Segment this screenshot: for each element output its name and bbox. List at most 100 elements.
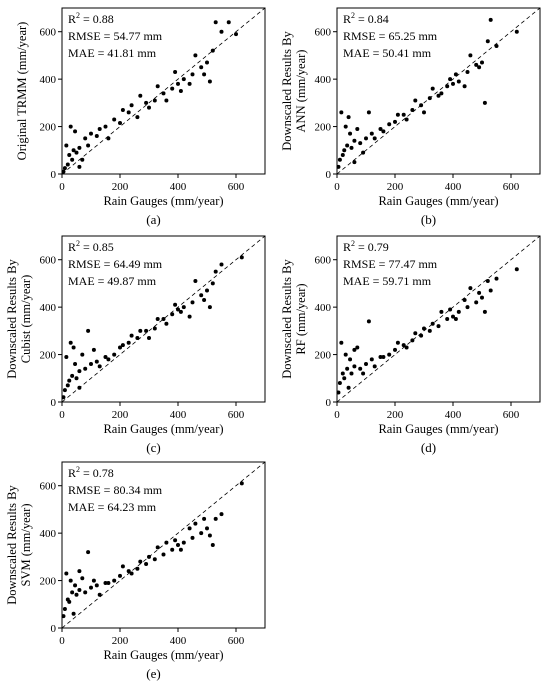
y-tick-label: 200 [315,122,332,134]
data-point [70,373,75,378]
scatter-panel-b: 0 200 400 600 0 200 400 600 Rain Gauges (mm/year… [280,7,541,227]
data-point [161,317,166,321]
data-point [361,150,366,155]
y-tick-label: 600 [40,255,57,267]
data-point [199,293,204,298]
data-point [71,345,76,350]
data-point [71,148,76,153]
data-point [61,395,66,400]
r2-annotation: R2 = 0.84 [343,11,389,26]
y-tick-label: 0 [51,623,57,635]
data-point [226,20,231,25]
data-point [239,255,244,260]
x-tick-label: 400 [445,409,462,421]
data-point [97,126,102,131]
data-point [112,352,117,357]
data-point [86,143,91,148]
x-tick-label: 200 [112,181,129,193]
data-point [352,364,357,369]
y-tick-label: 200 [40,350,57,362]
data-point [178,547,183,552]
data-point [103,354,108,359]
data-point [366,319,371,324]
data-point [482,100,487,105]
data-point [239,481,244,486]
data-point [129,571,134,576]
data-point [468,286,473,291]
y-axis-label: ANN (mm/year) [294,50,308,133]
x-tick-label: 600 [503,409,520,421]
data-point [514,29,519,34]
x-tick-label: 600 [228,409,245,421]
data-point [155,317,160,321]
data-point [144,100,149,105]
data-point [427,96,432,101]
data-point [207,305,212,310]
data-point [77,369,82,374]
rmse-annotation: RMSE = 54.77 mm [68,29,163,43]
y-tick-label: 200 [40,122,57,134]
data-point [422,110,426,115]
data-point [488,288,493,293]
data-point [352,160,357,165]
data-point [74,592,79,597]
data-point [86,550,91,555]
data-point [152,557,157,562]
data-point [387,352,392,357]
one-to-one-line [336,7,541,175]
y-tick-label: 600 [315,255,332,267]
data-point [199,65,204,70]
data-point [465,70,470,75]
x-tick-label: 600 [503,181,520,193]
data-point [339,340,344,345]
data-point [381,354,386,359]
data-point [126,110,131,115]
mae-annotation: MAE = 50.41 mm [343,46,432,60]
data-point [337,157,342,162]
data-point [80,576,85,581]
data-point [77,569,82,574]
data-point [144,561,149,566]
panel-label: (d) [421,440,436,455]
panel-label: (b) [421,212,436,227]
data-point [73,129,78,134]
data-point [404,345,409,350]
y-axis-label: Downscaled Results By [280,259,294,379]
data-point [61,169,66,174]
y-tick-label: 400 [315,302,332,314]
data-point [456,79,461,84]
y-axis-label: Cubist (mm/year) [19,275,33,364]
data-point [234,32,238,37]
x-tick-label: 600 [228,635,245,647]
data-point [170,86,175,91]
data-point [91,578,96,583]
data-point [361,371,366,376]
y-tick-label: 200 [315,350,332,362]
x-tick-label: 600 [228,181,245,193]
data-point [342,148,347,153]
data-point [387,122,392,127]
data-point [343,124,348,129]
data-point [213,269,218,274]
data-point [336,164,341,169]
data-point [439,309,444,314]
data-point [187,314,192,319]
data-point [181,540,186,545]
data-point [70,590,75,595]
data-point [152,326,157,331]
y-tick-label: 400 [40,302,57,314]
data-point [129,333,134,338]
data-point [97,592,102,597]
y-tick-label: 0 [326,397,332,409]
data-point [451,314,455,319]
x-tick-label: 400 [170,635,187,647]
scatter-panel-c: 0 200 400 600 0 200 400 600 Rain Gauges (mm/year… [5,235,266,455]
data-point [207,79,212,84]
data-point [378,354,383,359]
data-point [488,17,493,22]
data-point [378,126,383,131]
data-point [422,326,426,331]
data-point [453,72,458,77]
data-point [462,84,467,89]
data-point [202,516,207,521]
